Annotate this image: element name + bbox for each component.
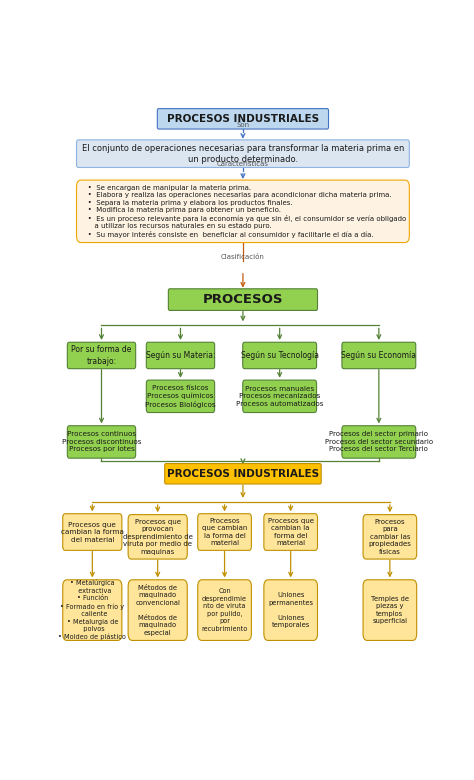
FancyBboxPatch shape <box>146 380 215 413</box>
Text: Según su Tecnología: Según su Tecnología <box>241 351 319 360</box>
FancyBboxPatch shape <box>198 580 251 640</box>
FancyBboxPatch shape <box>164 463 321 484</box>
Text: Procesos que
cambian la forma
del material: Procesos que cambian la forma del materi… <box>61 522 124 543</box>
FancyBboxPatch shape <box>63 514 122 551</box>
Text: Métodos de
maquinado
convencional

Métodos de
maquinado
especial: Métodos de maquinado convencional Método… <box>135 585 180 636</box>
Text: Procesos
para
cambiar las
propiedades
físicas: Procesos para cambiar las propiedades fí… <box>368 519 411 555</box>
Text: Procesos continuos
Procesos discontinuos
Procesos por lotes: Procesos continuos Procesos discontinuos… <box>62 431 141 452</box>
FancyBboxPatch shape <box>128 580 187 640</box>
Text: Procesos manuales
Procesos mecanizados
Procesos automatizados: Procesos manuales Procesos mecanizados P… <box>236 386 323 407</box>
Text: • Metalúrgica
  extractiva
• Función
• Formado en frío y
  caliente
• Metalurgia: • Metalúrgica extractiva • Función • For… <box>58 580 126 640</box>
FancyBboxPatch shape <box>76 180 410 243</box>
Text: Procesos que
cambian la
forma del
material: Procesos que cambian la forma del materi… <box>268 518 314 546</box>
Text: Procesos físicos
Procesos químicos
Procesos Biológicos: Procesos físicos Procesos químicos Proce… <box>145 385 216 408</box>
FancyBboxPatch shape <box>168 289 318 310</box>
Text: Uniones
permanentes

Uniones
temporales: Uniones permanentes Uniones temporales <box>268 592 313 628</box>
Text: El conjunto de operaciones necesarias para transformar la materia prima en
un pr: El conjunto de operaciones necesarias pa… <box>82 144 404 164</box>
FancyBboxPatch shape <box>342 342 416 369</box>
FancyBboxPatch shape <box>264 580 318 640</box>
Text: Temples de
piezas y
templos
superficial: Temples de piezas y templos superficial <box>371 596 409 624</box>
Text: Por su forma de
trabajo:: Por su forma de trabajo: <box>71 346 132 366</box>
FancyBboxPatch shape <box>128 515 187 559</box>
FancyBboxPatch shape <box>342 426 416 458</box>
Text: PROCESOS INDUSTRIALES: PROCESOS INDUSTRIALES <box>167 114 319 124</box>
FancyBboxPatch shape <box>264 514 318 551</box>
FancyBboxPatch shape <box>157 108 328 129</box>
Text: Procesos del sector primario
Procesos del sector secundario
Procesos del sector : Procesos del sector primario Procesos de… <box>325 431 433 452</box>
Text: PROCESOS: PROCESOS <box>203 293 283 306</box>
FancyBboxPatch shape <box>76 140 410 168</box>
Text: Clasificación: Clasificación <box>221 254 265 260</box>
Text: Procesos que
provocan
desprendimiento de
viruta por medio de
maquinas: Procesos que provocan desprendimiento de… <box>123 519 192 555</box>
FancyBboxPatch shape <box>198 514 251 551</box>
Text: Características: Características <box>217 161 269 167</box>
FancyBboxPatch shape <box>146 342 215 369</box>
FancyBboxPatch shape <box>67 342 136 369</box>
FancyBboxPatch shape <box>363 515 417 559</box>
FancyBboxPatch shape <box>63 580 122 640</box>
FancyBboxPatch shape <box>363 580 417 640</box>
Text: Con
desprendimie
nto de viruta
por pulido,
por
recubrimiento: Con desprendimie nto de viruta por pulid… <box>201 588 248 632</box>
Text: Según su Economía: Según su Economía <box>341 351 416 360</box>
Text: •  Se encargan de manipular la materia prima.
   •  Elabora y realiza las operac: • Se encargan de manipular la materia pr… <box>82 185 407 238</box>
FancyBboxPatch shape <box>243 342 317 369</box>
Text: Son: Son <box>237 122 249 129</box>
Text: Procesos
que cambian
la forma del
material: Procesos que cambian la forma del materi… <box>202 518 247 546</box>
FancyBboxPatch shape <box>243 380 317 413</box>
Text: Según su Materia:: Según su Materia: <box>146 351 215 360</box>
Text: PROCESOS INDUSTRIALES: PROCESOS INDUSTRIALES <box>167 469 319 479</box>
FancyBboxPatch shape <box>67 426 136 458</box>
